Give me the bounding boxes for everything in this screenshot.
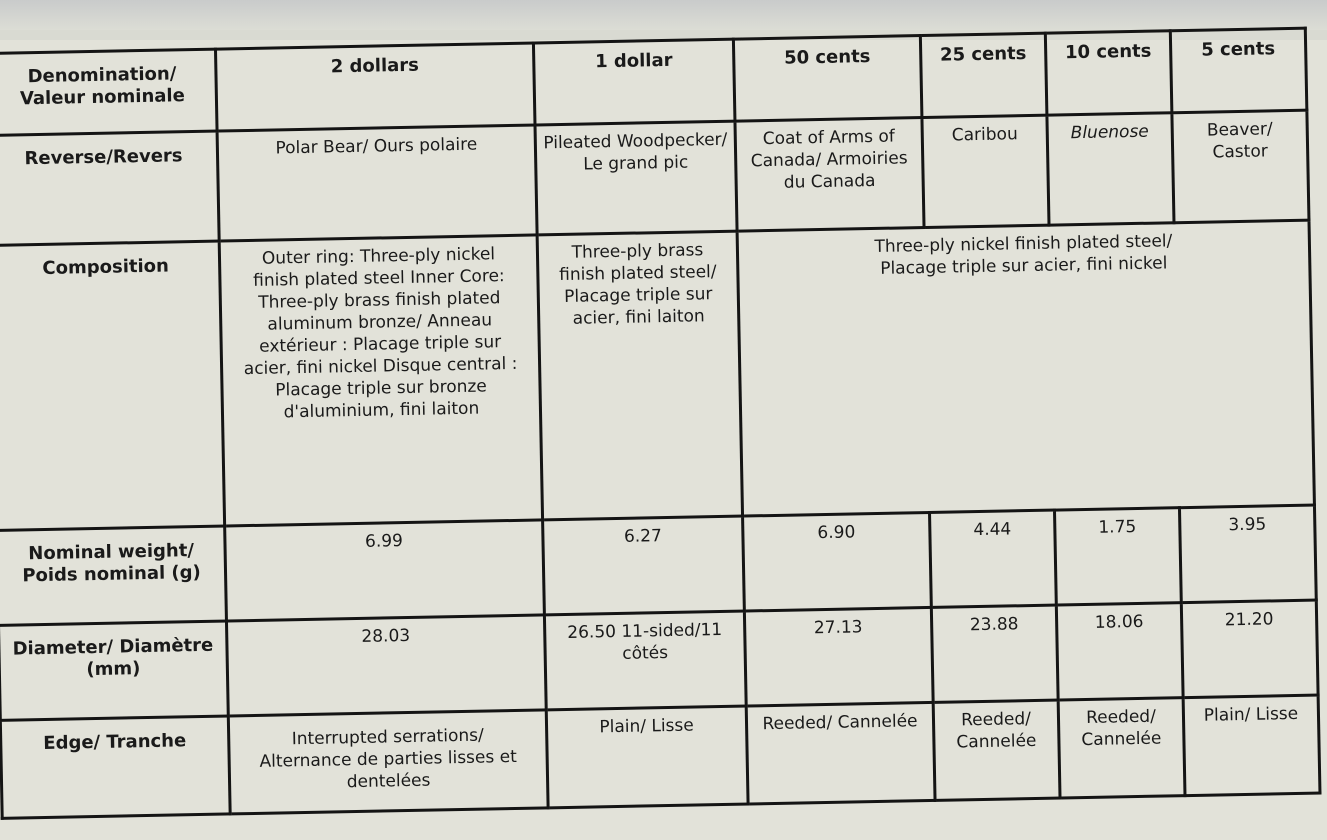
composition-1-dollar: Three-ply brass finish plated steel/ Pla… bbox=[537, 231, 743, 520]
edge-2-dollars: Interrupted serrations/ Alternance de pa… bbox=[228, 709, 549, 814]
denomination-5-cents: 5 cents bbox=[1170, 28, 1307, 113]
diameter-5-cents: 21.20 bbox=[1181, 600, 1319, 698]
reverse-2-dollars: Polar Bear/ Ours polaire bbox=[217, 124, 538, 242]
reverse-25-cents: Caribou bbox=[921, 115, 1050, 228]
label-weight: Nominal weight/ Poids nominal (g) bbox=[0, 526, 227, 626]
diameter-25-cents: 23.88 bbox=[931, 605, 1059, 703]
edge-5-cents: Plain/ Lisse bbox=[1183, 695, 1320, 796]
reverse-5-cents: Beaver/ Castor bbox=[1171, 110, 1309, 223]
diameter-2-dollars: 28.03 bbox=[226, 614, 547, 716]
reverse-1-dollar: Pileated Woodpecker/ Le grand pic bbox=[535, 121, 738, 235]
label-denomination: Denomination/ Valeur nominale bbox=[0, 49, 218, 136]
label-reverse: Reverse/Revers bbox=[0, 131, 220, 246]
label-diameter: Diameter/ Diamètre (mm) bbox=[0, 620, 229, 721]
background-edge bbox=[0, 0, 1327, 30]
weight-25-cents: 4.44 bbox=[929, 510, 1057, 608]
edge-25-cents: Reeded/ Cannelée bbox=[933, 700, 1061, 801]
label-edge: Edge/ Tranche bbox=[0, 715, 231, 819]
denomination-25-cents: 25 cents bbox=[920, 33, 1047, 118]
coin-specifications-table-wrapper: Denomination/ Valeur nominale 2 dollars … bbox=[0, 27, 1322, 820]
composition-small-coins: Three-ply nickel finish plated steel/ Pl… bbox=[737, 220, 1315, 517]
denomination-2-dollars: 2 dollars bbox=[215, 42, 536, 132]
denomination-10-cents: 10 cents bbox=[1045, 30, 1172, 116]
coin-specifications-table: Denomination/ Valeur nominale 2 dollars … bbox=[0, 27, 1322, 820]
denomination-1-dollar: 1 dollar bbox=[533, 39, 735, 125]
row-composition: Composition Outer ring: Three-ply nickel… bbox=[0, 220, 1315, 531]
weight-2-dollars: 6.99 bbox=[224, 519, 545, 621]
denomination-50-cents: 50 cents bbox=[733, 35, 922, 122]
diameter-10-cents: 18.06 bbox=[1056, 602, 1184, 701]
edge-1-dollar: Plain/ Lisse bbox=[546, 706, 749, 808]
weight-1-dollar: 6.27 bbox=[542, 516, 745, 615]
diameter-1-dollar: 26.50 11-sided/11 côtés bbox=[544, 611, 747, 710]
edge-50-cents: Reeded/ Cannelée bbox=[746, 702, 936, 805]
reverse-10-cents: Bluenose bbox=[1046, 112, 1174, 226]
composition-2-dollars: Outer ring: Three-ply nickel finish plat… bbox=[219, 234, 543, 527]
reverse-50-cents: Coat of Arms of Canada/ Armoiries du Can… bbox=[734, 117, 925, 232]
diameter-50-cents: 27.13 bbox=[744, 607, 934, 707]
weight-10-cents: 1.75 bbox=[1054, 507, 1182, 606]
paper-sheet bbox=[0, 40, 1327, 840]
weight-50-cents: 6.90 bbox=[742, 512, 932, 612]
label-composition: Composition bbox=[0, 241, 225, 531]
edge-10-cents: Reeded/ Cannelée bbox=[1058, 697, 1185, 799]
weight-5-cents: 3.95 bbox=[1179, 505, 1317, 603]
